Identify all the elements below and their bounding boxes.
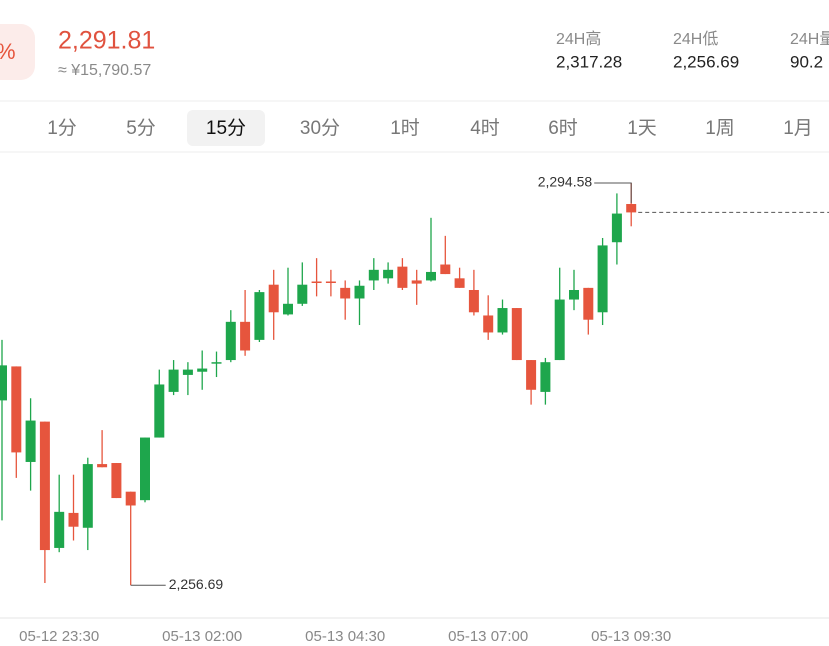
candle-body xyxy=(254,292,265,340)
candle-body xyxy=(168,369,179,392)
tab-selected-bg xyxy=(187,110,265,146)
tab-selected[interactable]: 15分 xyxy=(206,117,246,139)
candle-body xyxy=(140,437,150,501)
change: % xyxy=(0,39,16,64)
candle-body xyxy=(82,464,93,528)
candle-body xyxy=(39,421,50,551)
stat-label: 24H高 xyxy=(556,30,601,48)
annotation-line xyxy=(594,182,632,203)
candle-body xyxy=(411,280,422,284)
candle-body xyxy=(297,284,308,304)
candle-body xyxy=(11,366,22,453)
chart: 05-12 23:30 05-13 02:00 05-13 04:30 05-13 0… xyxy=(0,174,829,645)
x-tick-label: 05-12 23:30 xyxy=(19,628,99,645)
stat-value: 2,256.69 xyxy=(673,52,739,71)
candle-body xyxy=(54,511,65,548)
stat-value: 90.2 xyxy=(790,52,823,71)
converted-price: ≈ ¥15,790.57 xyxy=(58,62,151,79)
candle-body xyxy=(426,271,436,281)
candle-body xyxy=(154,384,165,438)
candle-body xyxy=(182,369,193,375)
x-tick-label: 05-13 07:00 xyxy=(448,628,528,645)
candle-body xyxy=(325,281,336,284)
price: 2,291.81 xyxy=(58,27,155,55)
x-tick-label: 05-13 09:30 xyxy=(591,628,671,645)
candle-body xyxy=(125,491,136,506)
candle-body xyxy=(25,420,36,462)
candle-body xyxy=(225,321,236,361)
tab[interactable]: 1月 xyxy=(783,118,813,139)
candle-body xyxy=(368,269,379,281)
candle-body xyxy=(483,315,494,333)
stat-label: 24H低 xyxy=(673,30,718,48)
candle-body xyxy=(340,287,351,299)
tab[interactable]: 5分 xyxy=(126,117,156,139)
candle-body xyxy=(268,284,279,313)
tab[interactable]: 6时 xyxy=(548,117,578,139)
tab[interactable]: 1时 xyxy=(390,117,420,139)
candle-body xyxy=(97,464,108,468)
tab[interactable]: 1周 xyxy=(705,118,735,139)
candle-body xyxy=(383,269,394,279)
x-tick-label: 05-13 04:30 xyxy=(305,628,385,645)
candle-body xyxy=(569,289,579,300)
candle-body xyxy=(526,360,537,390)
candle-body xyxy=(111,463,122,499)
candle-body xyxy=(68,512,79,527)
x-tick-label: 05-13 02:00 xyxy=(162,628,242,645)
candle-body xyxy=(354,285,365,299)
candle-body xyxy=(454,278,465,288)
candle-body xyxy=(583,287,594,320)
stats: 24H高 2,317.28 24H低 2,256.69 24H量 90.2 xyxy=(556,30,829,71)
annotation-label: 2,294.58 xyxy=(538,174,593,190)
candle-body xyxy=(511,308,522,361)
candle-body xyxy=(397,266,408,288)
candle-body xyxy=(626,204,637,213)
candle-body xyxy=(497,308,508,333)
stat-value: 2,317.28 xyxy=(556,52,622,71)
candle-body xyxy=(197,368,208,372)
annotation-label: 2,256.69 xyxy=(169,576,224,592)
tab[interactable]: 1天 xyxy=(627,118,657,139)
candle-body xyxy=(211,362,222,364)
candle-body xyxy=(311,281,322,284)
candle-body xyxy=(468,289,479,313)
candle-body xyxy=(240,321,251,351)
candle-body xyxy=(283,303,293,315)
tab[interactable]: 1分 xyxy=(47,117,77,139)
candle-body xyxy=(440,264,451,275)
change-badge xyxy=(0,24,35,80)
tab-bar: 1分 5分 15分 30分 1时 4时 6时 1天 1周 1月 xyxy=(47,110,813,146)
tab[interactable]: 4时 xyxy=(470,117,500,139)
tab[interactable]: 30分 xyxy=(300,117,340,139)
candle-body xyxy=(554,299,565,361)
stat-label: 24H量 xyxy=(790,31,829,48)
candle-body xyxy=(0,365,7,401)
candle-body xyxy=(597,245,608,313)
candle-body xyxy=(611,213,622,243)
candle-body xyxy=(540,362,551,392)
